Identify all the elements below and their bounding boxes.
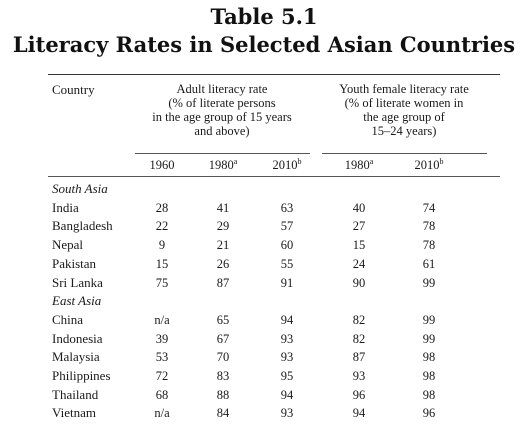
- table-cell: 53: [155, 350, 169, 365]
- table-cell: 41: [216, 200, 230, 215]
- table-cell: 88: [216, 387, 230, 402]
- table-cell: 91: [280, 275, 294, 290]
- table-cell: 93: [280, 406, 294, 421]
- adult-literacy-header: Adult literacy rate (% of literate person…: [152, 82, 292, 138]
- table-cell: 28: [155, 200, 169, 215]
- footnote-marker: b: [439, 156, 444, 166]
- table-cell: 93: [280, 350, 294, 365]
- table-cell: 94: [280, 387, 294, 402]
- table-cell: 57: [280, 219, 294, 234]
- table-cell: 96: [352, 387, 366, 402]
- table-cell: 9: [158, 238, 166, 253]
- table-cell: 99: [422, 312, 436, 327]
- country-name: Nepal: [52, 237, 84, 253]
- youth-span-rule: [322, 153, 487, 154]
- table-cell: 78: [422, 219, 436, 234]
- table-cell: 90: [352, 275, 366, 290]
- country-name: Philippines: [52, 368, 111, 383]
- footnote-marker: a: [233, 156, 238, 166]
- table-cell: 74: [422, 200, 436, 215]
- table-cell: 94: [352, 406, 366, 421]
- table-cell: 78: [422, 238, 436, 253]
- table-cell: 99: [422, 331, 436, 346]
- table-cell: n/a: [154, 406, 170, 421]
- table-cell: 26: [216, 256, 230, 271]
- year-header: 1980a: [208, 156, 238, 172]
- table-cell: 98: [422, 350, 436, 365]
- adult-span-rule: [135, 153, 310, 154]
- table-cell: 68: [155, 387, 169, 402]
- table-cell: 65: [216, 312, 230, 327]
- year-header: 2010b: [272, 156, 302, 172]
- table-number: Table 5.1: [210, 4, 318, 29]
- table-cell: 96: [422, 406, 436, 421]
- top-rule: [48, 74, 500, 75]
- table-cell: 82: [352, 331, 366, 346]
- table-cell: 15: [155, 256, 169, 271]
- table-cell: 29: [216, 219, 230, 234]
- youth-literacy-header: Youth female literacy rate (% of literate…: [339, 82, 469, 138]
- year-header: 1960: [149, 158, 175, 172]
- table-cell: 94: [280, 312, 294, 327]
- group-label: South Asia: [52, 181, 108, 196]
- header-rule: [48, 176, 500, 177]
- table-cell: 67: [216, 331, 230, 346]
- footnote-marker: a: [369, 156, 374, 166]
- table-cell: 83: [216, 369, 230, 383]
- table-cell: 98: [422, 387, 436, 402]
- country-header: Country: [52, 82, 95, 97]
- table-cell: 93: [352, 369, 366, 383]
- country-name: Sri Lanka: [52, 274, 103, 290]
- table-cell: 75: [155, 275, 169, 290]
- country-name: India: [52, 199, 79, 215]
- table-cell: 15: [352, 238, 366, 253]
- table-cell: 22: [155, 219, 169, 234]
- table-cell: 70: [216, 350, 230, 365]
- table-cell: 84: [216, 406, 230, 421]
- table-cell: 63: [280, 200, 294, 215]
- table-cell: 61: [422, 256, 436, 271]
- table-cell: 95: [280, 369, 294, 383]
- year-header: 1980a: [344, 156, 374, 172]
- footnote-marker: b: [297, 156, 302, 166]
- country-name: Bangladesh: [52, 218, 113, 234]
- table-cell: 39: [155, 331, 169, 346]
- group-label: East Asia: [52, 293, 102, 309]
- table-title: Literacy Rates in Selected Asian Countri…: [12, 32, 516, 57]
- table-cell: 27: [352, 219, 366, 234]
- country-name: Pakistan: [52, 255, 97, 271]
- table-cell: 93: [280, 331, 294, 346]
- table-cell: 40: [352, 200, 366, 215]
- country-name: China: [52, 311, 84, 327]
- table-cell: 87: [216, 275, 230, 290]
- table-cell: 60: [280, 238, 294, 253]
- table-cell: 82: [352, 312, 366, 327]
- table-cell: 87: [352, 350, 366, 365]
- year-header: 2010b: [414, 156, 444, 172]
- country-name: Vietnam: [52, 405, 96, 421]
- table-cell: 72: [155, 369, 169, 383]
- table-cell: n/a: [154, 312, 170, 327]
- country-name: Malaysia: [52, 349, 100, 365]
- country-name: Indonesia: [52, 330, 103, 346]
- country-name: Thailand: [52, 386, 99, 402]
- table-cell: 21: [216, 238, 230, 253]
- table-cell: 24: [352, 256, 366, 271]
- table-cell: 55: [280, 256, 294, 271]
- table-cell: 98: [422, 369, 436, 383]
- table-cell: 99: [422, 275, 436, 290]
